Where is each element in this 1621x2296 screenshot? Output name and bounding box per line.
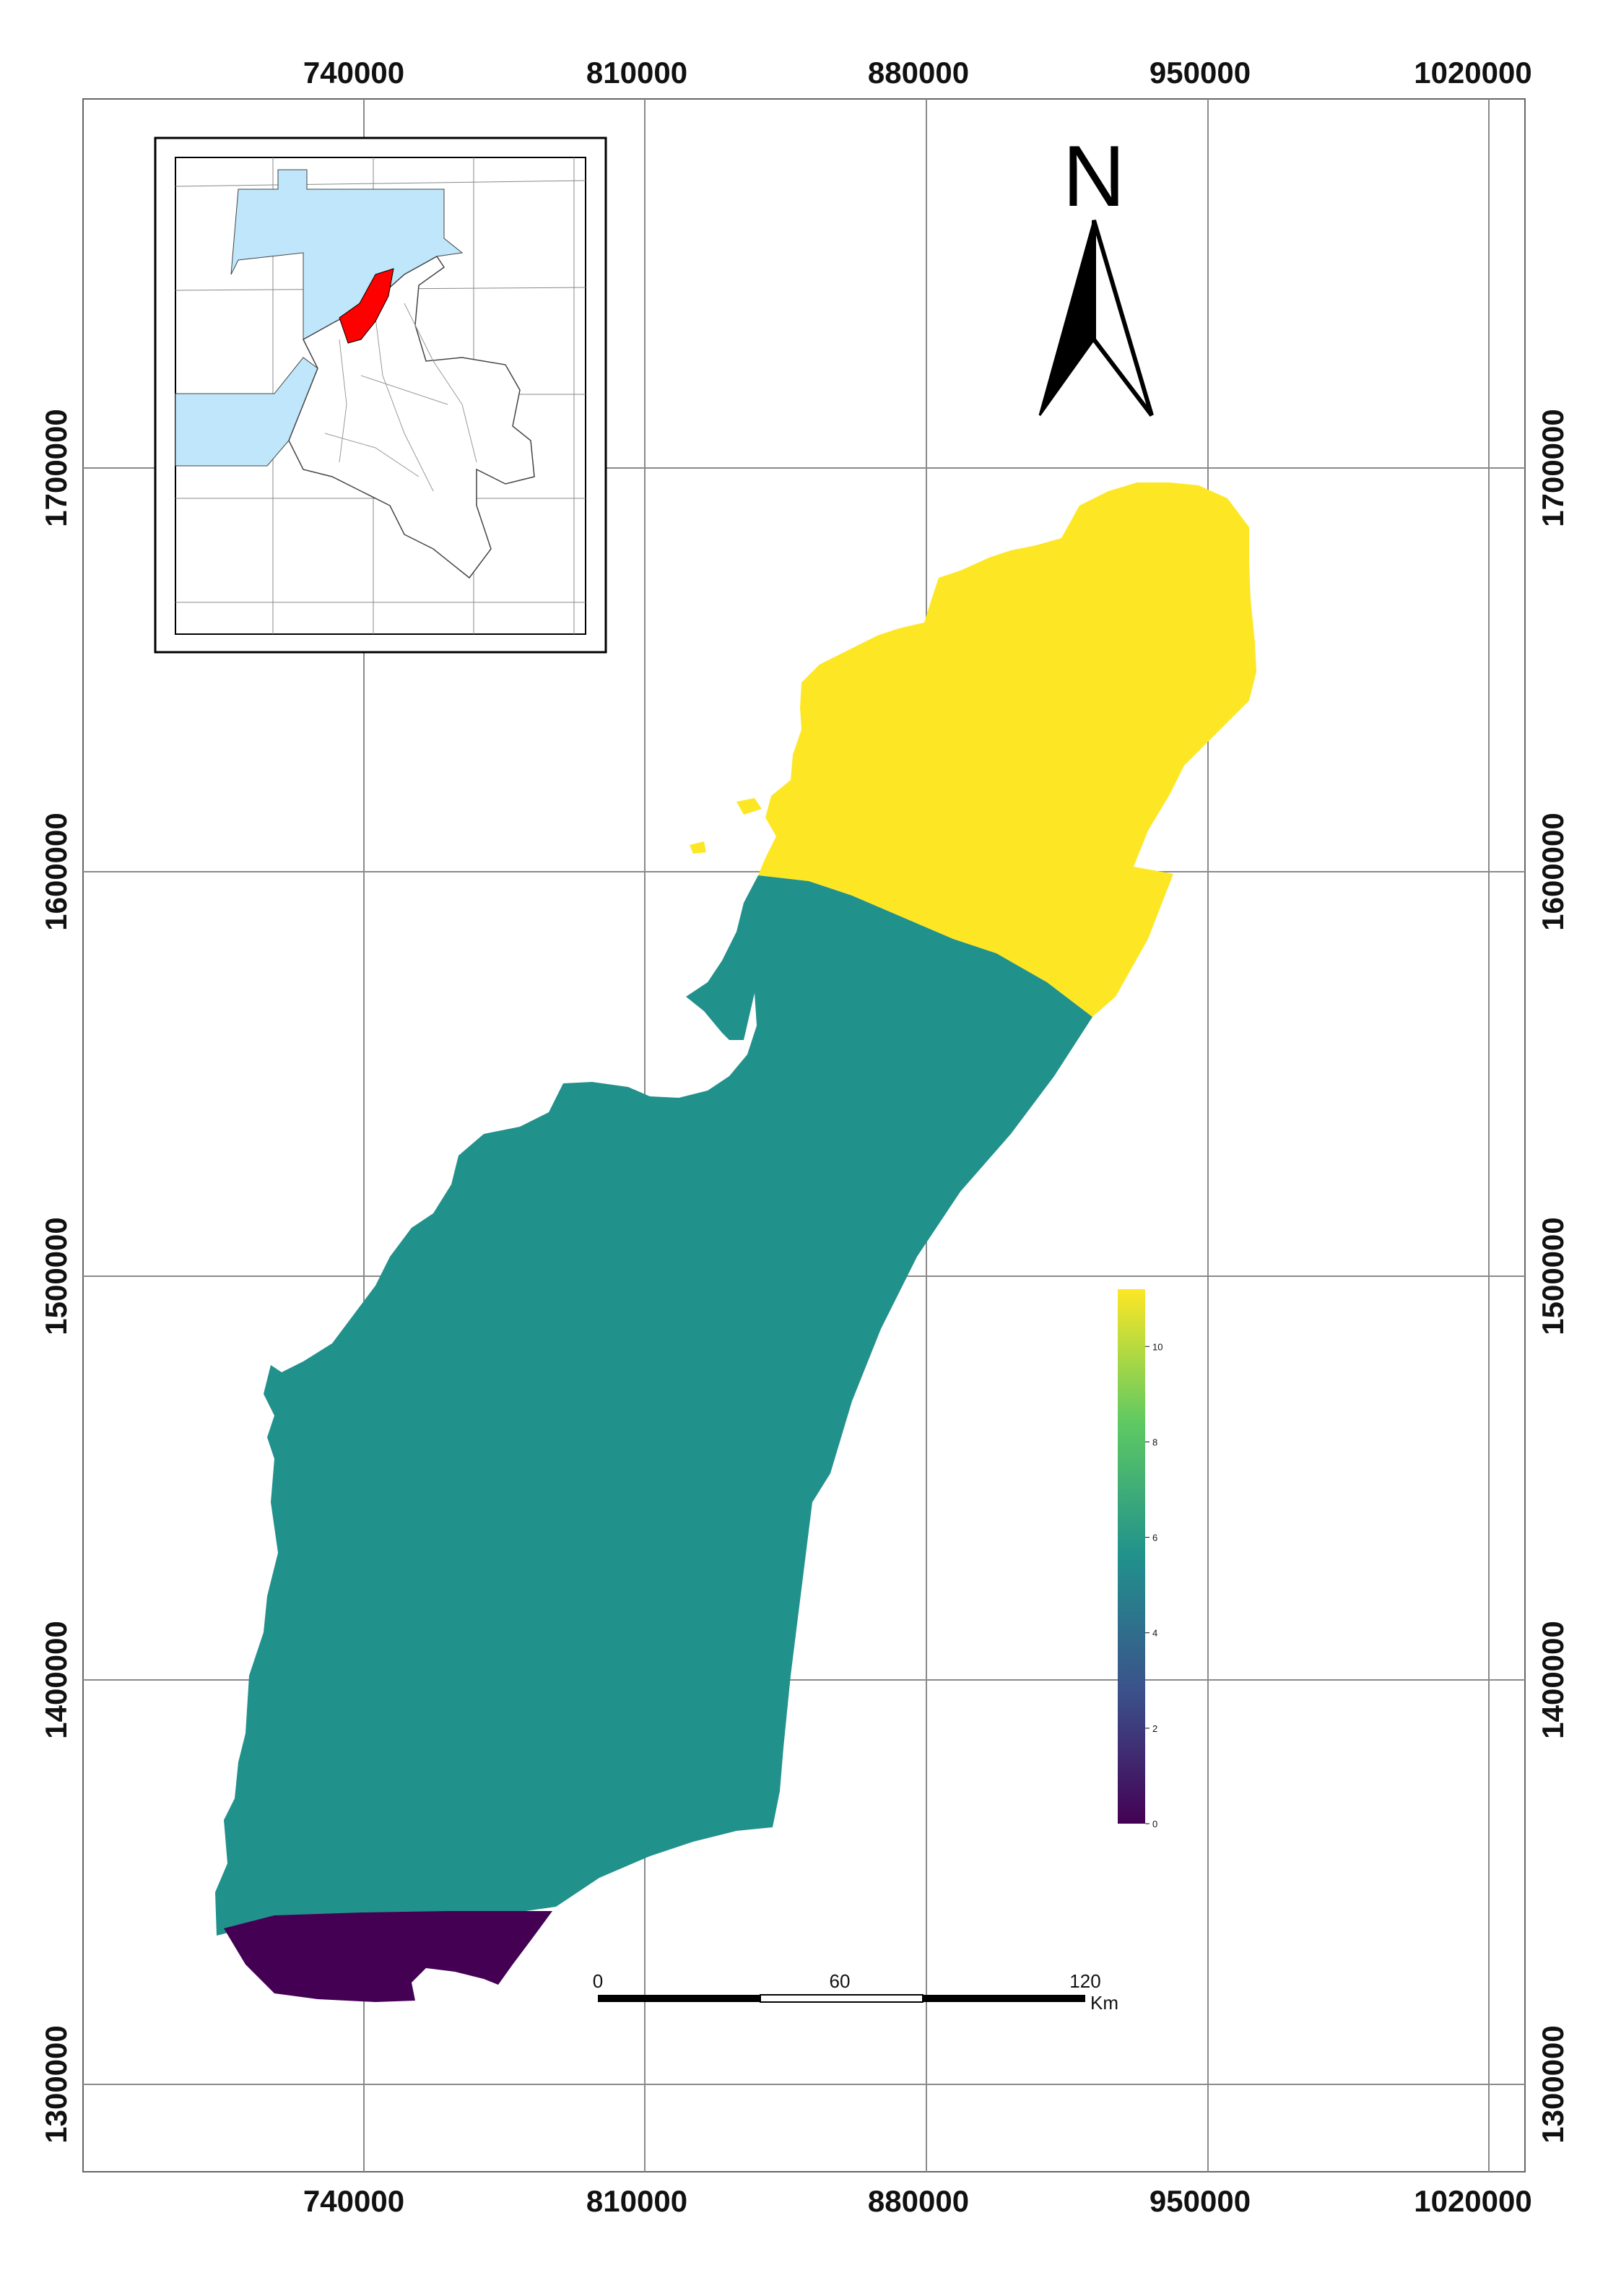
inset-highlight [339, 268, 394, 344]
y-label: 1700000 [1536, 409, 1570, 527]
north-label: N [1063, 128, 1126, 225]
x-label: 740000 [303, 56, 404, 90]
zone-south [224, 1911, 552, 2002]
y-labels-right: 1700000 1600000 1500000 1400000 1300000 [1536, 409, 1570, 2144]
x-label: 810000 [586, 2184, 687, 2218]
y-label: 1400000 [39, 1621, 73, 1739]
inset-map [154, 137, 607, 654]
zone-middle [215, 875, 1092, 1936]
colorbar-tick-label: 2 [1152, 1723, 1157, 1734]
x-label: 880000 [868, 2184, 969, 2218]
y-label: 1300000 [1536, 2025, 1570, 2144]
colorbar-tick-label: 8 [1152, 1437, 1157, 1447]
colorbar-tick-label: 6 [1152, 1533, 1157, 1543]
y-label: 1400000 [1536, 1621, 1570, 1739]
zone-north [758, 482, 1256, 1017]
y-label: 1700000 [39, 409, 73, 527]
scale-label-120: 120 [1069, 1970, 1100, 1992]
x-label: 1020000 [1414, 56, 1532, 90]
y-labels-left: 1700000 1600000 1500000 1400000 1300000 [39, 409, 73, 2144]
x-label: 740000 [303, 2184, 404, 2218]
scale-bar: 0 60 120 Km [593, 1970, 1118, 2014]
colorbar-tick-label: 0 [1152, 1819, 1157, 1829]
colorbar-tick-label: 4 [1152, 1628, 1157, 1639]
scale-label-0: 0 [593, 1970, 603, 1992]
y-label: 1600000 [1536, 813, 1570, 931]
scale-label-60: 60 [830, 1970, 851, 1992]
y-label: 1500000 [1536, 1217, 1570, 1335]
island [690, 841, 706, 854]
colorbar: 10 8 6 4 2 0 [1118, 1289, 1162, 1829]
x-label: 880000 [868, 56, 969, 90]
scale-unit: Km [1090, 1992, 1118, 2014]
x-label: 810000 [586, 56, 687, 90]
north-arrow: N [1038, 128, 1154, 417]
island [736, 798, 762, 815]
x-label: 1020000 [1414, 2184, 1532, 2218]
y-label: 1500000 [39, 1217, 73, 1335]
y-label: 1600000 [39, 813, 73, 931]
study-area [215, 482, 1256, 2002]
x-labels-bottom: 740000 810000 880000 950000 1020000 [303, 2184, 1532, 2218]
x-label: 950000 [1150, 56, 1251, 90]
x-labels-top: 740000 810000 880000 950000 1020000 [303, 56, 1532, 90]
colorbar-tick-label: 10 [1152, 1341, 1162, 1352]
y-label: 1300000 [39, 2025, 73, 2144]
x-label: 950000 [1150, 2184, 1251, 2218]
